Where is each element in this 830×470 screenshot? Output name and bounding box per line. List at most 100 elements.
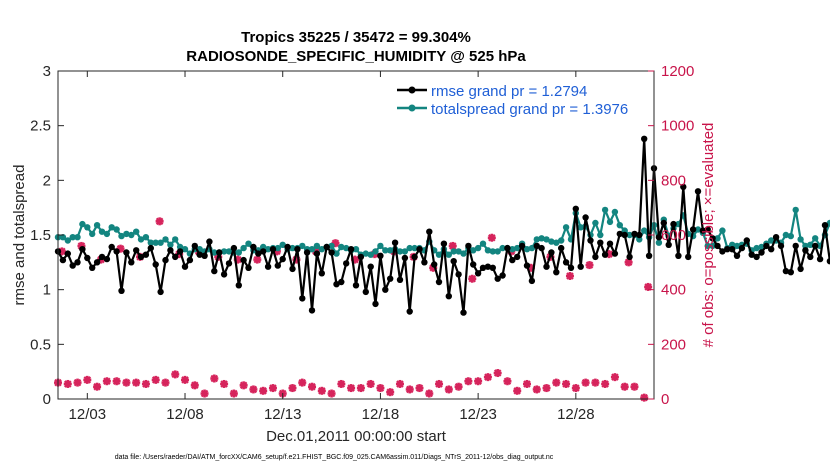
totalspread-point	[299, 242, 306, 250]
totalspread-point	[460, 250, 467, 257]
totalspread-point	[548, 238, 555, 245]
rmse-point	[264, 263, 272, 270]
totalspread-point	[84, 224, 91, 231]
rmse-point	[665, 241, 672, 248]
rmse-point	[162, 256, 169, 264]
totalspread-point	[352, 246, 360, 253]
totalspread-point	[558, 237, 565, 244]
obs-evaluated-point	[620, 382, 629, 391]
obs-evaluated-point	[259, 386, 268, 395]
totalspread-point	[133, 228, 140, 235]
rmse-point	[587, 237, 594, 244]
obs-evaluated-point	[562, 379, 571, 388]
rmse-point	[347, 246, 355, 253]
rmse-point	[318, 270, 325, 277]
rmse-point	[543, 263, 550, 270]
rmse-point	[137, 253, 145, 261]
rmse-point	[680, 183, 687, 191]
rmse-point	[729, 246, 736, 253]
totalspread-point	[172, 236, 179, 243]
rmse-point	[89, 264, 96, 271]
totalspread-point	[59, 234, 67, 241]
totalspread-point	[636, 236, 643, 243]
obs-possible-point	[253, 255, 262, 264]
totalspread-point	[362, 250, 369, 257]
obs-evaluated-point	[93, 382, 102, 391]
totalspread-point	[240, 244, 247, 252]
rmse-point	[440, 240, 448, 247]
totalspread-point	[714, 235, 721, 242]
rmse-point	[797, 265, 804, 273]
x-tick-label: 12/28	[557, 406, 595, 423]
rmse-point	[494, 275, 501, 282]
totalspread-point	[543, 236, 550, 243]
totalspread-point	[147, 239, 154, 246]
obs-evaluated-point	[83, 375, 92, 384]
rmse-point	[606, 240, 614, 247]
obs-possible-point	[565, 272, 574, 280]
rmse-point	[724, 246, 731, 253]
rmse-point	[352, 282, 360, 289]
totalspread-point	[787, 232, 794, 240]
obs-evaluated-point	[425, 389, 434, 398]
totalspread-point	[484, 247, 492, 254]
rmse-point	[787, 269, 794, 276]
obs-evaluated-point	[298, 378, 307, 387]
rmse-point	[538, 244, 545, 252]
rmse-point	[553, 269, 560, 276]
totalspread-point	[103, 230, 111, 238]
rmse-point	[763, 242, 770, 250]
rmse-point	[445, 293, 452, 300]
rmse-point	[152, 261, 159, 268]
rmse-point	[93, 259, 101, 266]
totalspread-point	[807, 241, 814, 248]
rmse-point	[357, 253, 365, 261]
rmse-point	[308, 307, 316, 314]
totalspread-point	[343, 244, 350, 252]
legend-box	[393, 77, 650, 120]
obs-evaluated-point	[151, 375, 160, 384]
rmse-point	[689, 226, 697, 233]
totalspread-point	[601, 206, 609, 214]
rmse-point	[431, 261, 438, 268]
obs-evaluated-point	[571, 384, 580, 393]
rmse-point	[504, 244, 511, 252]
totalspread-point	[137, 236, 145, 243]
rmse-point	[792, 242, 799, 250]
rmse-point	[147, 244, 154, 252]
legend-rmse-label: rmse grand pr = 1.2794	[431, 83, 587, 100]
totalspread-point	[606, 218, 614, 226]
totalspread-point	[729, 241, 736, 248]
rmse-point	[133, 247, 140, 254]
rmse-point	[260, 248, 267, 255]
rmse-point	[694, 188, 702, 195]
obs-evaluated-point	[522, 379, 531, 388]
rmse-point	[206, 238, 213, 245]
totalspread-point	[93, 222, 101, 229]
totalspread-point	[616, 222, 623, 229]
rmse-point	[426, 228, 433, 235]
rmse-point	[699, 227, 707, 234]
right-y-tick-label: 800	[661, 172, 686, 189]
x-tick-label: 12/18	[362, 406, 400, 423]
totalspread-point	[401, 248, 409, 255]
totalspread-point	[245, 240, 252, 247]
rmse-point	[59, 256, 67, 264]
totalspread-point	[338, 243, 345, 251]
rmse-point	[709, 235, 716, 242]
obs-evaluated-point	[308, 382, 317, 391]
obs-evaluated-point	[141, 379, 150, 388]
obs-evaluated-point	[454, 382, 463, 391]
rmse-point	[416, 246, 423, 253]
legend-rmse-marker	[408, 86, 416, 94]
rmse-point	[343, 260, 350, 267]
rmse-point	[284, 243, 291, 251]
obs-evaluated-point	[405, 385, 414, 394]
rmse-point	[802, 247, 809, 254]
rmse-point	[465, 242, 472, 250]
obs-evaluated-point	[112, 377, 121, 386]
obs-evaluated-point	[366, 379, 375, 388]
x-axis: 12/03 12/08 12/13 12/18 12/23 12/28	[69, 71, 595, 423]
totalspread-point	[733, 242, 741, 250]
